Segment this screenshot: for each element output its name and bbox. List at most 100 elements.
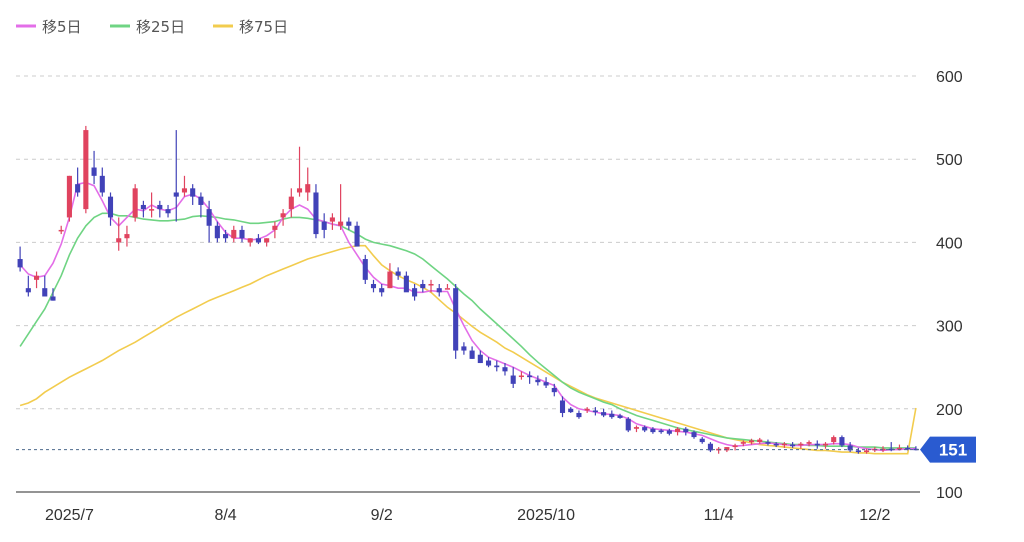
candle (584, 407, 590, 413)
candle (765, 439, 771, 446)
x-tick-label: 12/2 (859, 507, 890, 524)
candle-body (362, 259, 368, 280)
candle (822, 442, 829, 449)
candle-body (798, 443, 804, 446)
candle-body (822, 443, 829, 446)
candle-body (436, 288, 442, 293)
candle (329, 213, 335, 230)
x-tick-label: 11/4 (704, 507, 734, 524)
candle (313, 184, 319, 239)
candle-body (75, 184, 81, 193)
candle-body (206, 209, 212, 226)
candle-body (140, 204, 146, 210)
candlesticks (17, 125, 919, 454)
candle (477, 350, 483, 364)
candle (362, 254, 368, 284)
candle (436, 284, 442, 297)
candle (255, 234, 261, 245)
candle-body (814, 443, 820, 446)
candle (625, 417, 631, 433)
candle (658, 428, 664, 434)
candle-body (609, 413, 615, 418)
candle (790, 442, 796, 448)
candle-body (485, 360, 492, 366)
candle-body (190, 188, 196, 197)
candle-body (880, 448, 886, 451)
candle (247, 238, 253, 247)
candle-body (806, 442, 812, 444)
candle (387, 263, 393, 289)
candle-body (17, 259, 23, 268)
x-tick-label: 9/2 (371, 507, 393, 524)
candle-body (296, 188, 303, 193)
candle (757, 437, 763, 444)
candle-body (864, 450, 870, 453)
candle (83, 125, 89, 214)
candle-body (370, 284, 377, 289)
candle (206, 200, 212, 243)
y-tick-label: 200 (936, 402, 963, 419)
ma25-line (19, 212, 916, 449)
candle-body (584, 408, 590, 411)
ma75-line (19, 244, 917, 455)
candle (25, 275, 31, 297)
candle-body (559, 400, 566, 413)
legend-item-ma75[interactable]: 移75日 (213, 18, 288, 36)
candle-body (107, 196, 114, 218)
legend-item-ma5[interactable]: 移5日 (16, 18, 82, 36)
candle-body (592, 410, 598, 413)
candle-body (551, 388, 557, 393)
candle-body (568, 408, 574, 413)
candle (214, 221, 220, 243)
candle-body (658, 430, 664, 433)
candle (58, 225, 64, 235)
candle (740, 440, 746, 447)
candle-body (280, 213, 286, 218)
y-tick-label: 100 (936, 485, 963, 502)
y-tick-label: 400 (936, 235, 963, 252)
legend-label-ma75: 移75日 (239, 18, 288, 36)
candle (124, 225, 130, 247)
candle (420, 279, 426, 293)
candle-body (395, 271, 401, 276)
candle-body (264, 238, 270, 243)
candle (469, 346, 475, 359)
candle-body (683, 428, 689, 433)
y-axis: 600 500 400 300 200 100 (936, 69, 963, 502)
candle-body (223, 234, 229, 239)
candle (798, 442, 804, 449)
candle (592, 407, 598, 416)
candle-body (707, 443, 713, 451)
candle-body (181, 188, 188, 193)
candle-body (173, 192, 179, 197)
candle (748, 438, 755, 445)
candle-body (576, 412, 582, 418)
current-price-label: 151 (939, 441, 967, 460)
candle-body (132, 188, 138, 218)
candle (272, 221, 278, 239)
candle-body (149, 209, 155, 211)
ma5-line (19, 181, 916, 452)
candle-body (33, 275, 40, 280)
candle-body (757, 439, 763, 443)
candle-body (403, 275, 409, 293)
candle-body (42, 288, 48, 297)
candle (107, 192, 114, 226)
legend-item-ma25[interactable]: 移25日 (110, 18, 185, 36)
candle-body (354, 225, 360, 247)
moving-average-lines (19, 181, 917, 455)
candle-body (25, 288, 31, 293)
candle-body (329, 217, 335, 222)
candle (346, 217, 352, 230)
candle-body (198, 196, 204, 205)
candle (699, 437, 705, 444)
grid-lines (16, 75, 920, 493)
candle (280, 209, 286, 226)
candle-body (494, 365, 500, 368)
y-tick-label: 500 (936, 152, 963, 169)
candle-body (255, 238, 261, 243)
candle-body (790, 444, 796, 447)
candle-body (272, 225, 278, 230)
x-tick-label: 8/4 (214, 507, 236, 524)
candle-body (58, 229, 64, 232)
